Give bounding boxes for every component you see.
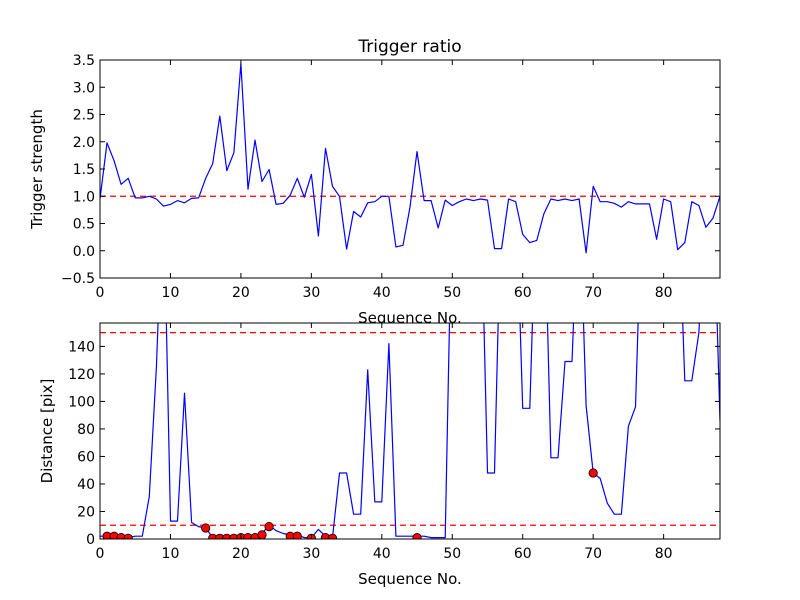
trigger-ratio-subplot: 0 10 20 30 40 50 60 70 80 −0.5 0.0 0.5 1.0 1.5 2.0 2.5… (28, 37, 721, 327)
y-tick-label: 0.0 (73, 244, 95, 260)
y-ticks: 0 20 40 60 80 100 120 140 (68, 339, 720, 548)
plot-area (100, 323, 720, 539)
x-tick-label: 30 (302, 285, 320, 301)
distance-subplot: 0 10 20 30 40 50 60 70 80 0 20 40 60 80 100 120 140 Seq… (38, 322, 721, 588)
y-tick-label: 20 (77, 504, 95, 520)
data-point-marker (201, 523, 211, 533)
x-tick-label: 70 (584, 546, 602, 562)
y-tick-label: 1.5 (73, 162, 95, 178)
data-point-marker (264, 522, 274, 532)
x-tick-label: 10 (162, 546, 180, 562)
y-tick-label: 3.0 (73, 80, 95, 96)
y-tick-label: 140 (68, 339, 95, 355)
x-tick-label: 80 (655, 546, 673, 562)
y-tick-label: 60 (77, 449, 95, 465)
x-tick-label: 20 (232, 546, 250, 562)
y-axis-label: Distance [pix] (38, 379, 56, 484)
y-ticks: −0.5 0.0 0.5 1.0 1.5 2.0 2.5 3.0 3.5 (61, 53, 720, 287)
x-tick-label: 60 (514, 285, 532, 301)
y-tick-label: 100 (68, 394, 95, 410)
y-tick-label: 120 (68, 367, 95, 383)
data-point-marker (588, 468, 598, 478)
axes-frame (99, 322, 721, 540)
series-group (100, 63, 720, 254)
y-tick-label: 80 (77, 422, 95, 438)
data-point-marker (257, 530, 267, 539)
data-point-marker (412, 533, 422, 539)
x-ticks: 0 10 20 30 40 50 60 70 80 (96, 60, 673, 301)
x-tick-label: 10 (162, 285, 180, 301)
y-tick-label: 0.5 (73, 217, 95, 233)
y-tick-label: 3.5 (73, 53, 95, 69)
x-tick-label: 70 (584, 285, 602, 301)
y-tick-label: 40 (77, 477, 95, 493)
data-point-marker (292, 531, 302, 539)
x-tick-label: 20 (232, 285, 250, 301)
data-point-marker (327, 533, 338, 539)
x-tick-label: 0 (96, 546, 105, 562)
x-tick-label: 0 (96, 285, 105, 301)
y-tick-label: 1.0 (73, 189, 95, 205)
chart-title: Trigger ratio (357, 37, 461, 57)
x-tick-label: 50 (443, 546, 461, 562)
x-tick-label: 60 (514, 546, 532, 562)
markers-group (102, 468, 598, 539)
y-tick-label: 2.5 (73, 108, 95, 124)
x-axis-label: Sequence No. (358, 570, 462, 588)
x-ticks: 0 10 20 30 40 50 60 70 80 (96, 323, 673, 562)
y-axis-label: Trigger strength (28, 109, 46, 230)
y-tick-label: 2.0 (73, 135, 95, 151)
plot-area (100, 60, 720, 278)
x-tick-label: 50 (443, 285, 461, 301)
y-tick-label: −0.5 (61, 271, 95, 287)
series-line (100, 63, 720, 254)
x-tick-label: 40 (373, 285, 391, 301)
x-tick-label: 40 (373, 546, 391, 562)
x-tick-label: 80 (655, 285, 673, 301)
data-point-marker (123, 533, 133, 539)
x-tick-label: 30 (302, 546, 320, 562)
y-tick-label: 0 (86, 532, 95, 548)
